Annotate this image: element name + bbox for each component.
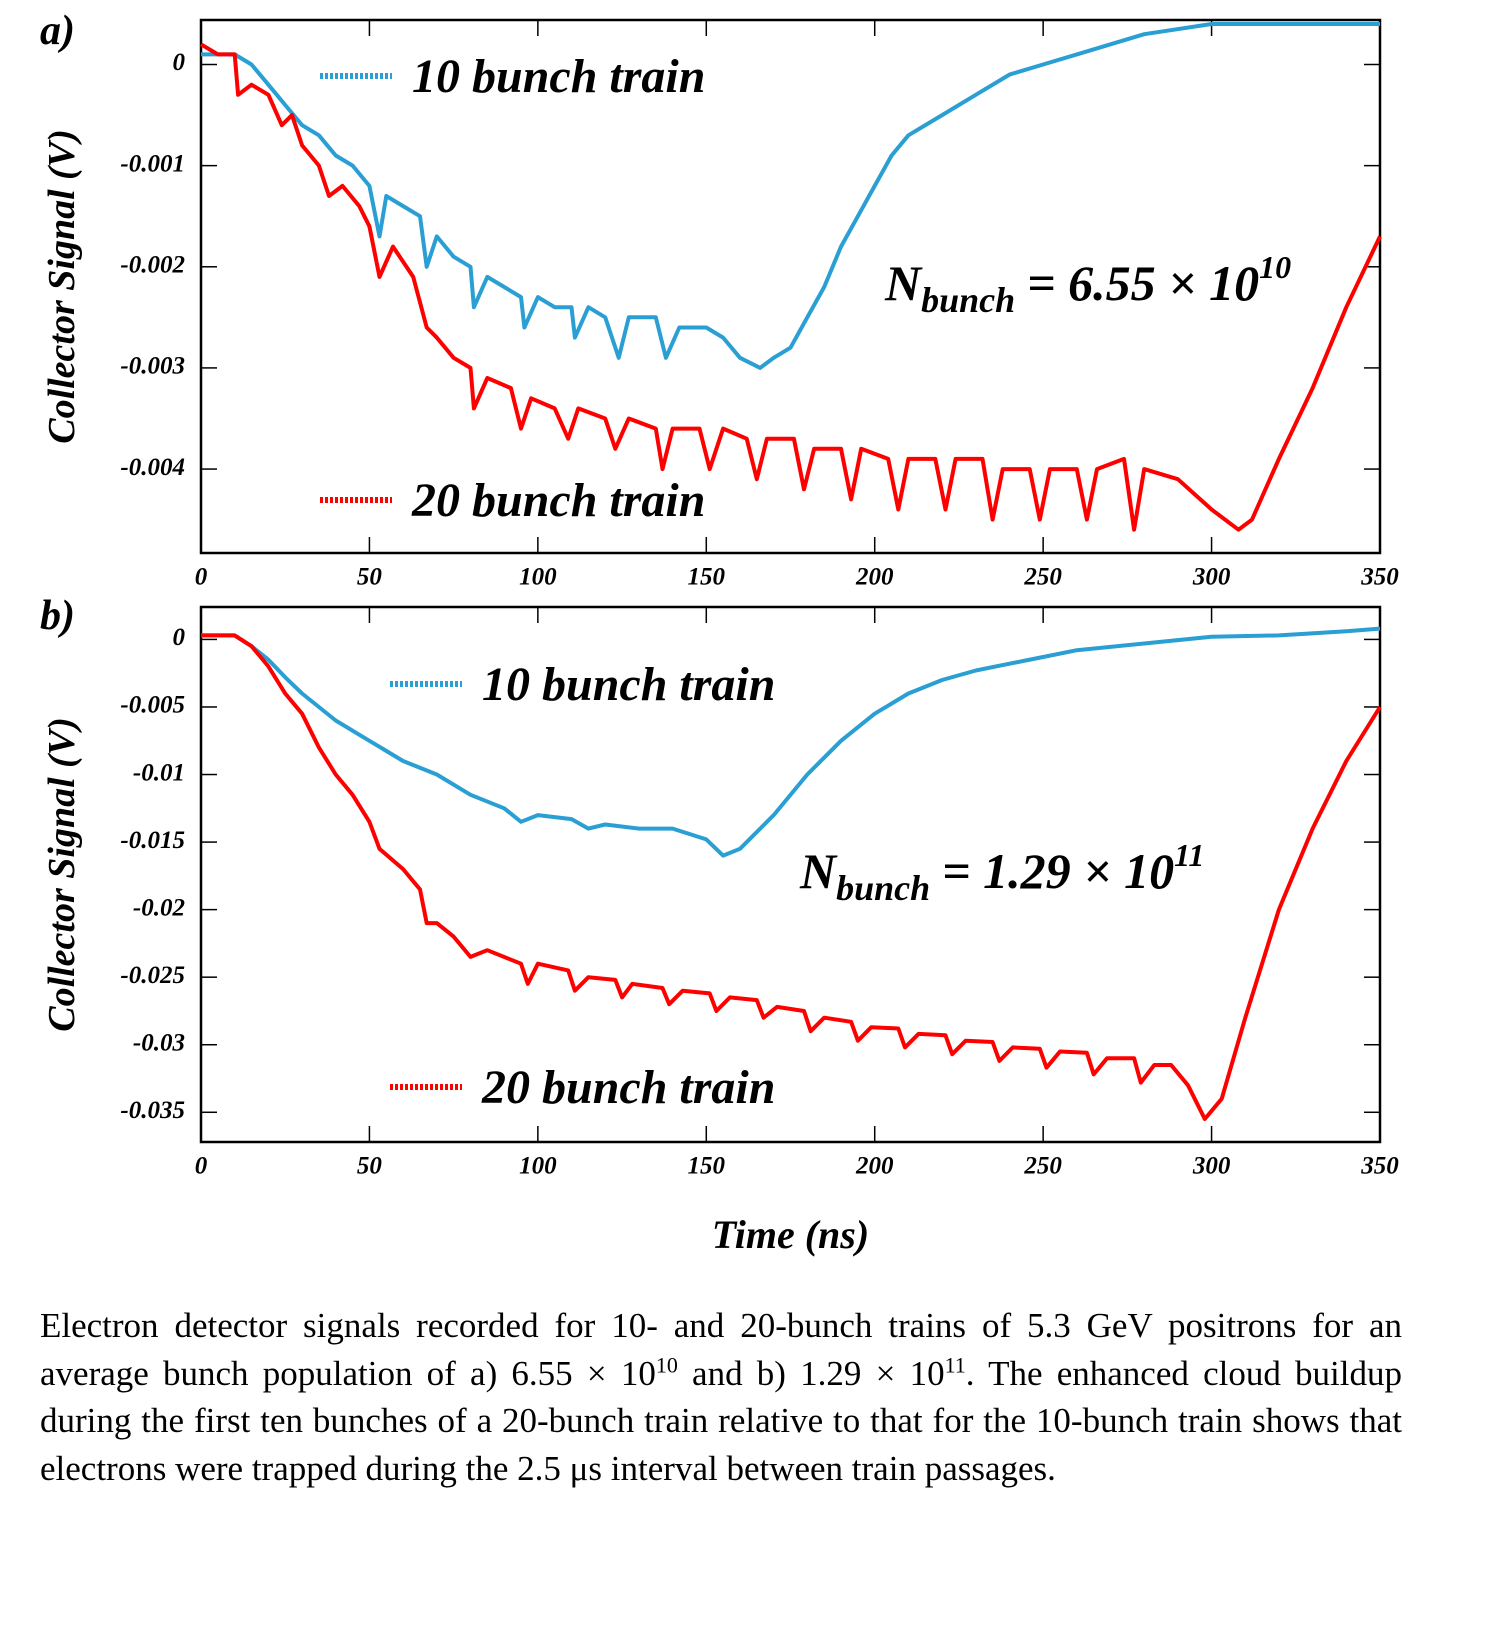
- y-tick-label: -0.001: [120, 150, 185, 177]
- plot-frame: [199, 605, 1382, 1144]
- caption: Electron detector signals recorded for 1…: [40, 1302, 1402, 1492]
- series-line: [201, 626, 1381, 858]
- x-tick-label: 150: [688, 564, 726, 591]
- y-axis-label: Collector Signal (V): [41, 129, 83, 444]
- y-tick-label: -0.035: [120, 1097, 185, 1124]
- x-tick-label: 300: [1192, 1153, 1231, 1180]
- x-tick-label: 0: [195, 564, 208, 591]
- legend-label: 20 bunch train: [411, 474, 705, 527]
- y-tick-label: -0.03: [133, 1029, 185, 1056]
- legend-label: 10 bunch train: [412, 50, 705, 103]
- annotation: Nbunch = 6.55 × 1010: [884, 249, 1291, 320]
- y-tick-label: -0.002: [120, 252, 185, 279]
- x-tick-label: 100: [519, 564, 557, 591]
- legend-label: 10 bunch train: [482, 658, 775, 711]
- series-line: [199, 42, 1382, 532]
- caption-superscript: 10: [655, 1351, 678, 1377]
- series-line: [201, 22, 1380, 370]
- panel-label: a): [40, 8, 75, 54]
- x-tick-label: 150: [688, 1153, 726, 1180]
- x-tick-label: 350: [1360, 564, 1399, 591]
- annotation: Nbunch = 1.29 × 1011: [799, 837, 1204, 908]
- x-tick-label: 250: [1023, 564, 1062, 591]
- y-tick-label: -0.005: [120, 692, 185, 719]
- annotation-superscript: 10: [1259, 249, 1291, 285]
- caption-text: . The enhanced cloud buildup during the …: [40, 1353, 1402, 1488]
- x-tick-label: 50: [357, 1153, 383, 1180]
- annotation-symbol: N: [799, 843, 838, 899]
- x-tick-label: 350: [1360, 1153, 1399, 1180]
- y-tick-label: 0: [173, 624, 186, 651]
- annotation-text: = 6.55 × 10: [1027, 255, 1259, 311]
- y-tick-label: -0.003: [120, 353, 185, 380]
- caption-superscript: 11: [944, 1351, 966, 1377]
- plot-frame: [199, 18, 1382, 555]
- annotation-symbol: N: [884, 255, 923, 311]
- y-tick-label: -0.02: [133, 894, 185, 921]
- legend-label: 20 bunch train: [481, 1061, 775, 1114]
- y-tick-label: -0.01: [133, 759, 185, 786]
- x-tick-label: 250: [1023, 1153, 1062, 1180]
- caption-text: and b) 1.29 × 10: [677, 1353, 945, 1393]
- series-line: [201, 633, 1382, 1121]
- x-tick-label: 0: [195, 1153, 208, 1180]
- y-tick-label: -0.015: [120, 827, 185, 854]
- y-tick-label: 0: [173, 49, 186, 76]
- y-tick-label: -0.004: [120, 454, 185, 481]
- x-tick-label: 50: [357, 564, 383, 591]
- annotation-text: = 1.29 × 10: [942, 843, 1174, 899]
- annotation-subscript: bunch: [921, 280, 1015, 320]
- x-axis-label: Time (ns): [712, 1212, 869, 1257]
- x-tick-label: 100: [519, 1153, 557, 1180]
- annotation-subscript: bunch: [836, 868, 930, 908]
- x-tick-label: 300: [1192, 564, 1231, 591]
- annotation-superscript: 11: [1174, 837, 1204, 873]
- y-axis-label: Collector Signal (V): [41, 717, 83, 1032]
- x-tick-label: 200: [855, 564, 894, 591]
- panel-label: b): [40, 593, 75, 639]
- x-tick-label: 200: [855, 1153, 894, 1180]
- y-tick-label: -0.025: [120, 962, 185, 989]
- caption-text: Electron detector signals recorded for 1…: [40, 1306, 1402, 1393]
